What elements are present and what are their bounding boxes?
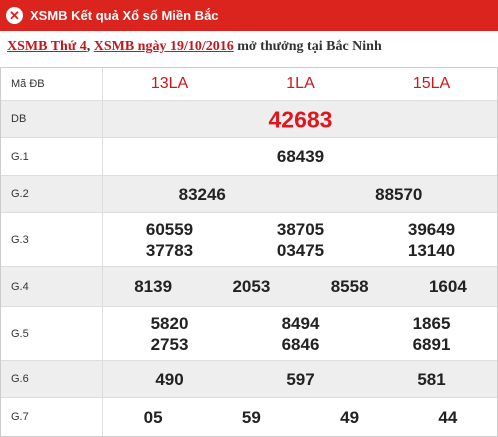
prize-number: 37783	[145, 240, 194, 260]
prize-number: 49	[340, 407, 360, 427]
row-label: G.6	[1, 361, 103, 397]
separator: ,	[86, 39, 94, 54]
prize-number: 581	[417, 369, 446, 389]
prize-number: 68439	[276, 147, 325, 166]
row-label: G.3	[1, 213, 103, 266]
row-label: G.4	[1, 267, 103, 306]
prize-number: 88570	[375, 184, 423, 204]
prize-number: 6891	[412, 334, 451, 354]
row-label: G.7	[1, 398, 103, 436]
prize-number: 2053	[232, 277, 271, 296]
row-label: Mã ĐB	[1, 68, 103, 100]
code: 13LA	[150, 75, 189, 92]
code: 15LA	[412, 75, 451, 92]
prize-number: 5820	[150, 313, 189, 333]
subtitle: XSMB Thứ 4, XSMB ngày 19/10/2016 mở thưở…	[7, 39, 382, 55]
link[interactable]: XSMB ngày 19/10/2016	[93, 39, 234, 54]
row-label: G.1	[1, 138, 103, 175]
results-table: Mã ĐB 13LA 1LA 15LA DB 42683 G.1 68439 G.2 83246 8…	[0, 67, 498, 437]
prize-number: 38705	[276, 219, 325, 239]
prize-number: 60559	[145, 219, 194, 239]
table-row: G.7 05 59 49 44	[1, 397, 497, 436]
table-row: DB 42683	[1, 100, 497, 137]
prize-number: 13140	[407, 240, 456, 260]
table-row: G.3 60559 38705 39649 37783 03475 13140	[1, 212, 497, 266]
prize-number: 03475	[276, 240, 325, 260]
prize-number: 59	[241, 407, 261, 427]
table-row: G.5 5820 8494 1865 2753 6846 6891	[1, 306, 497, 360]
row-label: G.5	[1, 307, 103, 360]
prize-number: 1865	[412, 313, 451, 333]
title: XSMB Kết quả Xổ số Miền Bắc	[30, 8, 219, 23]
row-label: DB	[1, 101, 103, 137]
table-row: G.4 8139 2053 8558 1604	[1, 266, 497, 306]
prize-number: 8139	[134, 277, 173, 296]
prize-number: 490	[155, 369, 184, 389]
prize-number: 8494	[281, 313, 320, 333]
row-label: G.2	[1, 176, 103, 212]
table-row: G.1 68439	[1, 137, 497, 175]
logo: ✕	[6, 7, 23, 24]
prize-number: 1604	[428, 277, 467, 296]
table-row: G.6 490 597 581	[1, 360, 497, 397]
prize-number: 39649	[407, 219, 456, 239]
prize-number: 2753	[150, 334, 189, 354]
prize-number: 8558	[330, 277, 369, 296]
header-bar: ✕ XSMB Kết quả Xổ số Miền Bắc	[0, 0, 498, 31]
prize-number: 83246	[178, 184, 226, 204]
table-row: Mã ĐB 13LA 1LA 15LA	[1, 68, 497, 100]
code: 1LA	[286, 75, 315, 92]
prize-number: 6846	[281, 334, 320, 354]
link[interactable]: XSMB Thứ 4	[7, 39, 87, 54]
prize-number: 05	[143, 407, 163, 427]
prize-number: 44	[438, 407, 458, 427]
prize-number: 42683	[268, 106, 333, 132]
table-row: G.2 83246 88570	[1, 175, 497, 212]
subtitle-text: mở thưởng tại Bắc Ninh	[233, 39, 382, 54]
prize-number: 597	[286, 369, 315, 389]
